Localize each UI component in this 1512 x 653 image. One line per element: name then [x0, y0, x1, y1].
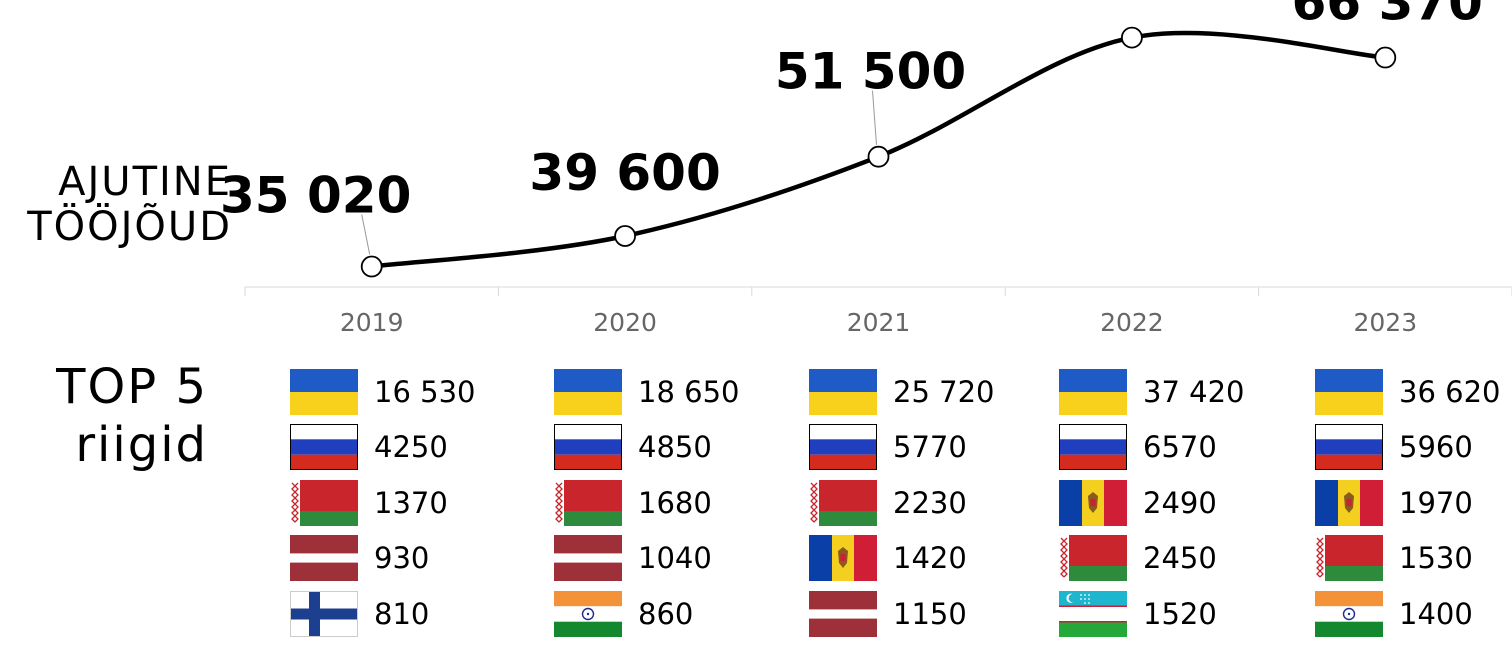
country-row: 1530 [1315, 535, 1473, 581]
country-value: 2490 [1143, 486, 1217, 520]
country-row: 1520 [1059, 591, 1217, 637]
country-row: 2450 [1059, 535, 1217, 581]
moldova-flag [1059, 480, 1127, 526]
latvia-flag [809, 591, 877, 637]
country-row: 2490 [1059, 480, 1217, 526]
country-value: 1420 [893, 541, 967, 575]
country-value: 16 530 [374, 375, 476, 409]
country-value: 930 [374, 541, 430, 575]
country-value: 1040 [638, 541, 712, 575]
top5-label-line-2: riigid [75, 417, 208, 473]
data-label: 66 370 [1292, 0, 1483, 32]
country-row: 1370 [290, 480, 448, 526]
country-value: 4850 [638, 430, 712, 464]
series-label-line-2: TÖÖJÕUD [27, 204, 232, 250]
country-row: 4250 [290, 424, 448, 470]
country-value: 1150 [893, 597, 967, 631]
belarus-flag [290, 480, 358, 526]
top5-label-line-1: TOP 5 [56, 359, 208, 415]
country-row: 4850 [554, 424, 712, 470]
country-row: 25 720 [809, 369, 994, 415]
country-row: 1400 [1315, 591, 1473, 637]
country-row: 5770 [809, 424, 967, 470]
russia-flag [809, 424, 877, 470]
country-value: 5960 [1399, 430, 1473, 464]
belarus-flag [809, 480, 877, 526]
belarus-flag [554, 480, 622, 526]
country-value: 1400 [1399, 597, 1473, 631]
country-row: 810 [290, 591, 429, 637]
country-row: 1680 [554, 480, 712, 526]
country-row: 930 [290, 535, 429, 581]
country-value: 25 720 [893, 375, 995, 409]
data-point [1374, 46, 1397, 69]
moldova-flag [809, 535, 877, 581]
data-point [867, 145, 890, 168]
country-row: 5960 [1315, 424, 1473, 470]
moldova-flag [1315, 480, 1383, 526]
x-tick-label: 2022 [1100, 308, 1164, 337]
ukraine-flag [554, 369, 622, 415]
data-label-leader [361, 214, 371, 255]
x-tick-label: 2019 [340, 308, 404, 337]
x-tick-label: 2020 [593, 308, 657, 337]
data-label: 39 600 [529, 144, 720, 202]
country-value: 1520 [1143, 597, 1217, 631]
series-label-line-1: AJUTINE [58, 159, 232, 205]
country-value: 810 [374, 597, 430, 631]
belarus-flag [1059, 535, 1127, 581]
country-value: 18 650 [638, 375, 740, 409]
russia-flag [1315, 424, 1383, 470]
country-value: 860 [638, 597, 694, 631]
ukraine-flag [809, 369, 877, 415]
country-row: 16 530 [290, 369, 475, 415]
country-value: 1970 [1399, 486, 1473, 520]
series-label: AJUTINE TÖÖJÕUD [0, 160, 232, 250]
top5-label: TOP 5 riigid [0, 358, 208, 474]
country-value: 36 620 [1399, 375, 1501, 409]
ukraine-flag [1059, 369, 1127, 415]
latvia-flag [290, 535, 358, 581]
latvia-flag [554, 535, 622, 581]
country-row: 18 650 [554, 369, 739, 415]
ukraine-flag [1315, 369, 1383, 415]
country-value: 1370 [374, 486, 448, 520]
uzbekistan-flag [1059, 591, 1127, 637]
data-label-leader [872, 90, 877, 145]
russia-flag [1059, 424, 1127, 470]
country-value: 37 420 [1143, 375, 1245, 409]
country-value: 1530 [1399, 541, 1473, 575]
country-value: 4250 [374, 430, 448, 464]
country-row: 36 620 [1315, 369, 1500, 415]
finland-flag [290, 591, 358, 637]
country-row: 6570 [1059, 424, 1217, 470]
country-row: 1150 [809, 591, 967, 637]
data-point [1121, 26, 1143, 49]
country-value: 6570 [1143, 430, 1217, 464]
country-row: 1040 [554, 535, 712, 581]
country-row: 2230 [809, 480, 967, 526]
india-flag [1315, 591, 1383, 637]
russia-flag [290, 424, 358, 470]
data-label: 35 020 [220, 167, 411, 225]
ukraine-flag [290, 369, 358, 415]
x-tick-label: 2021 [847, 308, 911, 337]
x-tick-label: 2023 [1353, 308, 1417, 337]
data-point [360, 255, 383, 278]
country-value: 1680 [638, 486, 712, 520]
belarus-flag [1315, 535, 1383, 581]
country-value: 5770 [893, 430, 967, 464]
country-row: 1420 [809, 535, 967, 581]
country-row: 1970 [1315, 480, 1473, 526]
country-row: 37 420 [1059, 369, 1244, 415]
russia-flag [554, 424, 622, 470]
india-flag [554, 591, 622, 637]
country-value: 2450 [1143, 541, 1217, 575]
data-label: 51 500 [775, 43, 966, 101]
country-row: 860 [554, 591, 693, 637]
data-point [614, 225, 636, 247]
country-value: 2230 [893, 486, 967, 520]
